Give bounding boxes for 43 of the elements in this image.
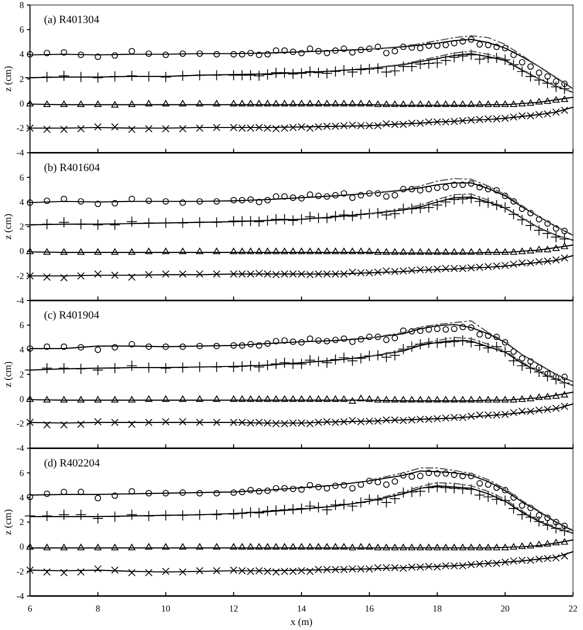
x-tick-label: 18 xyxy=(432,603,442,614)
text: (c) R401904 xyxy=(44,310,100,322)
y-tick-label: 6 xyxy=(20,24,24,35)
y-tick-label: -4 xyxy=(16,148,24,158)
y-axis-title: z (cm) xyxy=(3,509,14,536)
y-axis-title: z (cm) xyxy=(3,66,14,92)
y-tick-label: 2 xyxy=(20,517,24,528)
y-tick-label: -2 xyxy=(16,566,24,576)
y-tick-label: 6 xyxy=(20,172,24,182)
y-tick-label: -4 xyxy=(16,295,24,306)
y-tick-label: 6 xyxy=(20,320,24,330)
y-tick-label: 4 xyxy=(20,344,24,355)
x-tick-label: 16 xyxy=(364,603,374,614)
x-tick-label: 8 xyxy=(96,603,101,614)
y-tick-label: 0 xyxy=(20,542,24,552)
x-tick-label: 14 xyxy=(297,603,306,614)
y-tick-label: 0 xyxy=(20,394,24,404)
x-tick-label: 12 xyxy=(229,603,238,614)
y-tick-label: 2 xyxy=(20,74,24,84)
y-tick-label: 4 xyxy=(20,196,24,207)
y-tick-label: 8 xyxy=(20,0,24,10)
y-tick-label: 6 xyxy=(20,468,24,478)
y-tick-label: 0 xyxy=(20,98,24,108)
y-tick-label: 2 xyxy=(20,222,24,232)
y-tick-label: 4 xyxy=(20,492,24,502)
y-tick-label: -4 xyxy=(16,443,24,454)
y-axis-title: z (cm) xyxy=(3,214,14,240)
x-tick-label: 20 xyxy=(500,603,510,614)
y-tick-label: 4 xyxy=(20,49,24,60)
x-tick-label: 6 xyxy=(28,603,33,614)
y-tick-label: -4 xyxy=(16,590,24,601)
text: (a) R401304 xyxy=(44,14,100,26)
x-tick-label: 22 xyxy=(568,603,578,614)
x-tick-label: 10 xyxy=(161,603,171,614)
y-tick-label: 2 xyxy=(20,369,24,380)
y-tick-label: -2 xyxy=(16,270,24,281)
text: (b) R401604 xyxy=(44,162,100,174)
y-tick-label: 0 xyxy=(20,246,24,256)
y-tick-label: -2 xyxy=(16,418,24,429)
y-axis-title: z (cm) xyxy=(3,361,14,388)
y-tick-label: -2 xyxy=(16,123,24,134)
x-axis-title: x (m) xyxy=(290,617,312,628)
text: (d) R402204 xyxy=(44,457,100,470)
